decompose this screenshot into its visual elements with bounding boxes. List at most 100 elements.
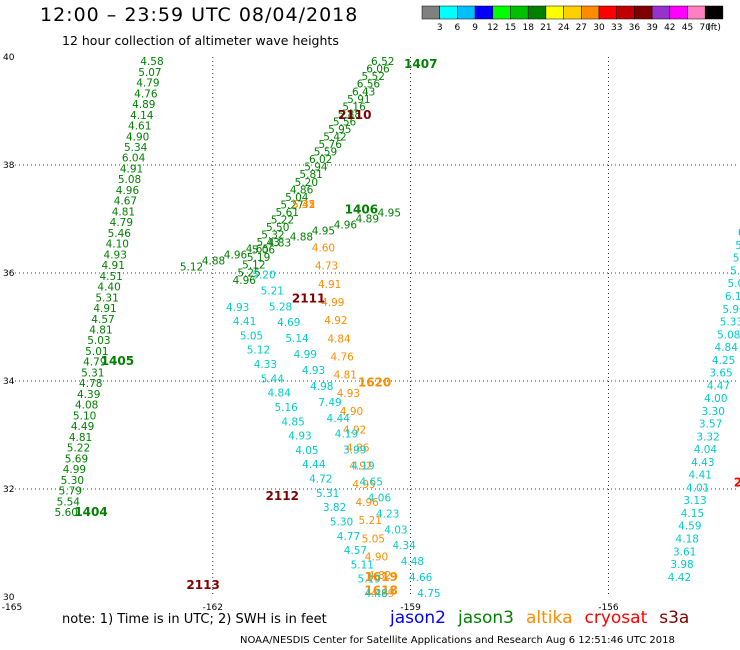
wave-height-value: 5.33 [720,317,740,329]
wave-height-value: 4.76 [330,352,354,364]
wave-height-value: 4.91 [318,279,341,291]
legend-item-jason2: jason2 [390,608,446,628]
wave-height-value: 4.85 [281,416,304,428]
colorbar-label: 24 [558,23,570,33]
y-tick-label: 38 [3,161,15,171]
wave-height-value: 4.44 [327,413,351,425]
colorbar-swatch [581,5,600,20]
wave-height-value: 5.19 [247,252,270,264]
wave-height-value: 4.49 [71,421,94,433]
colorbar-swatch [510,5,529,20]
wave-height-value: 5.12 [180,261,203,273]
wave-height-value: 5.14 [285,333,309,345]
colorbar-label: 6 [455,23,461,33]
colorbar-label: 9 [472,23,478,33]
wave-height-value: 5.91 [735,240,740,252]
colorbar-label: 33 [611,23,622,33]
wave-height-value: 5.43 [256,237,279,249]
wave-height-value: 4.88 [202,255,225,267]
wave-height-value: 5.41 [292,199,315,211]
wave-height-value: 4.99 [63,464,86,476]
wave-height-value: 5.01 [85,346,108,358]
wave-height-value: 4.58 [140,56,163,68]
wave-height-value: 4.93 [104,249,127,261]
wave-height-value: 4.19 [335,429,358,441]
wave-height-value: 4.84 [268,388,292,400]
x-tick-label: -156 [598,603,619,613]
wave-height-value: 4.98 [310,381,333,393]
satellite-legend: jason2 jason3 altika cryosat s3a [390,608,701,628]
wave-height-value: 5.11 [351,559,374,571]
wave-height-value: 5.75 [730,265,740,277]
colorbar-label: 70 [699,23,711,33]
wave-height-value: 4.43 [691,457,714,469]
colorbar-label: (ft) [707,23,721,33]
wave-height-value: 5.21 [261,285,284,297]
wave-height-value: 4.88 [290,231,313,243]
wave-height-value: 5.69 [65,453,88,465]
wave-height-value: 4.78 [79,378,102,390]
wave-height-value: 5.22 [67,443,90,455]
wave-height-value: 5.25 [237,267,260,279]
pass-label: 1620 [358,375,391,389]
wave-height-value: 4.95 [312,225,335,237]
wave-height-value: 5.20 [252,269,275,281]
wave-height-value: 4.60 [312,242,335,254]
wave-height-value: 6.02 [309,154,332,166]
pass-label: 1618 [364,583,397,597]
colorbar-label: 18 [522,23,534,33]
colorbar-swatch [474,5,494,20]
page-subtitle: 12 hour collection of altimeter wave hei… [62,33,339,48]
y-tick-label: 30 [3,593,15,603]
wave-height-value: 4.59 [678,521,701,533]
wave-height-value: 6.56 [357,79,381,91]
pass-label: 2111 [292,292,325,306]
wave-height-value: 5.54 [57,496,81,508]
wave-height-value: 6.20 [738,227,740,239]
y-tick-label: 36 [3,269,15,279]
wave-height-value: 4.96 [224,249,248,261]
x-tick-label: -162 [203,603,223,613]
wave-height-value: 5.07 [138,67,161,79]
wave-height-value: 4.96 [116,185,140,197]
wave-height-value: 5.21 [359,515,382,527]
legend-item-cryosat: cryosat [584,608,648,628]
pass-label: 1619 [364,570,397,584]
wave-height-value: 4.86 [290,184,314,196]
pass-label: 1406 [345,203,378,217]
colorbar-swatch [492,5,511,20]
pass-label: 1407 [404,57,437,71]
colorbar-swatch [669,5,688,20]
wave-height-value: 5.59 [314,147,337,159]
wave-height-value: 5.87 [733,253,740,265]
wave-height-value: 4.93 [337,388,360,400]
wave-height-value: 3.13 [683,495,706,507]
wave-height-value: 4.04 [694,444,718,456]
legend-item-jason3: jason3 [458,608,514,628]
wave-height-value: 4.90 [126,131,149,143]
wave-height-value: 4.95 [352,479,375,491]
wave-height-value: 5.30 [61,475,84,487]
wave-height-value: 5.16 [274,402,298,414]
wave-height-value: 4.96 [355,497,379,509]
wave-height-value: 4.15 [681,508,704,520]
wave-height-value: 5.42 [323,132,346,144]
wave-height-value: 5.28 [269,301,292,313]
wave-height-value: 5.76 [319,139,343,151]
colorbar-label: 15 [505,23,516,33]
colorbar-swatch [616,5,635,20]
wave-height-value: 4.90 [365,552,388,564]
wave-height-value: 5.46 [108,228,132,240]
wave-height-value: 5.22 [271,214,294,226]
pass-label: 1405 [101,354,134,368]
wave-height-value: 5.96 [722,304,740,316]
colorbar-swatch [421,5,440,20]
wave-height-value: 4.83 [268,237,291,249]
wave-height-value: 4.82 [368,570,391,582]
wave-height-value: 5.27 [280,199,303,211]
wave-height-value: 5.50 [266,222,289,234]
wave-height-value: 4.81 [112,206,135,218]
wave-height-value: 4.06 [368,492,392,504]
wave-height-value: 4.57 [344,545,367,557]
